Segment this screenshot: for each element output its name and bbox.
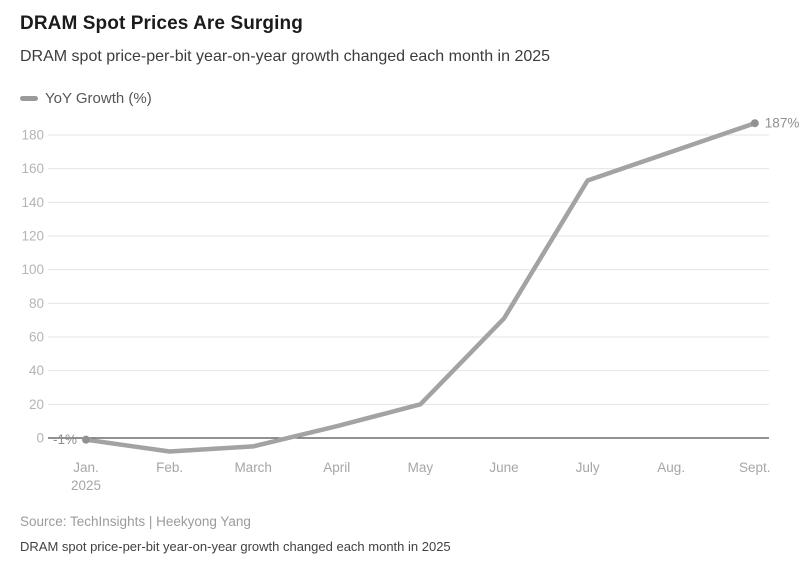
x-axis-tick-label: June (489, 460, 518, 475)
y-axis-tick-label: 140 (21, 195, 44, 210)
source-line: Source: TechInsights | Heekyong Yang (20, 514, 251, 529)
data-point-dot (750, 119, 759, 128)
line-chart-canvas: 0 20 40 60 80 100 120 140 160 180 Jan. 2025 Feb. Marc… (21, 116, 800, 493)
yoy-growth-line (83, 120, 758, 454)
x-axis-year-label: 2025 (71, 478, 101, 493)
y-axis-tick-label: 160 (21, 161, 44, 176)
x-axis-tick-label: July (576, 460, 600, 475)
x-axis-tick-label: Feb. (156, 460, 183, 475)
y-axis-tick-label: 60 (29, 330, 44, 345)
x-axis-tick-label: Aug. (657, 460, 685, 475)
chart-subtitle: DRAM spot price-per-bit year-on-year gro… (20, 48, 551, 65)
x-axis-tick-label: April (323, 460, 350, 475)
y-axis-tick-label: 180 (21, 128, 44, 143)
legend-label: YoY Growth (%) (45, 90, 152, 107)
legend: YoY Growth (%) (20, 90, 152, 107)
y-axis-tick-label: 100 (21, 262, 44, 277)
x-axis-tick-label: May (408, 460, 434, 475)
y-axis-tick-label: 0 (36, 431, 44, 446)
y-axis-tick-label: 120 (21, 229, 44, 244)
data-point-dot (82, 435, 90, 444)
y-axis-tick-label: 40 (29, 363, 44, 378)
caption-line: DRAM spot price-per-bit year-on-year gro… (20, 539, 451, 554)
line-chart: 0 20 40 60 80 100 120 140 160 180 Jan. 2025 Feb. Marc… (0, 110, 802, 500)
point-value-label: -1% (53, 432, 77, 447)
x-axis-tick-label: Jan. (73, 460, 99, 475)
y-axis-tick-label: 20 (29, 397, 44, 412)
y-axis-tick-label: 80 (29, 296, 44, 311)
x-axis-tick-label: Sept. (739, 460, 771, 475)
legend-line-swatch (20, 96, 38, 101)
point-value-label: 187% (765, 116, 800, 131)
x-axis-tick-label: March (234, 460, 272, 475)
chart-title: DRAM Spot Prices Are Surging (20, 13, 303, 34)
